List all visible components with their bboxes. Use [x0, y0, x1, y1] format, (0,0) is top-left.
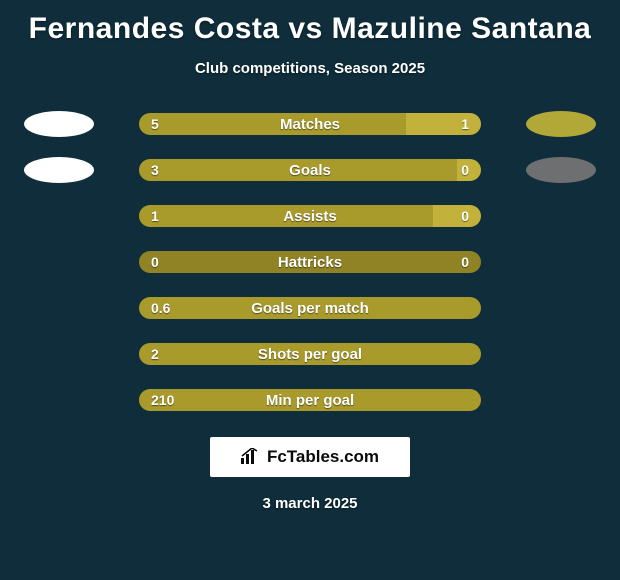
- card: Fernandes Costa vs Mazuline Santana Club…: [0, 0, 620, 580]
- team-badge-left: [24, 157, 94, 183]
- stat-bar-left: [139, 159, 457, 181]
- subtitle: Club competitions, Season 2025: [195, 60, 425, 77]
- page-title: Fernandes Costa vs Mazuline Santana: [29, 12, 592, 46]
- stat-row: Hattricks00: [0, 251, 620, 273]
- team-badge-right: [526, 111, 596, 137]
- stat-bar: Goals per match0.6: [139, 297, 481, 319]
- stat-row: Goals per match0.6: [0, 297, 620, 319]
- stat-bar: Goals30: [139, 159, 481, 181]
- stat-bar: Hattricks00: [139, 251, 481, 273]
- stat-bar-left: [139, 297, 481, 319]
- stat-bar: Assists10: [139, 205, 481, 227]
- team-badge-left: [24, 111, 94, 137]
- date-text: 3 march 2025: [262, 495, 357, 512]
- stat-bar: Shots per goal2: [139, 343, 481, 365]
- brand-text: FcTables.com: [267, 447, 379, 467]
- stat-bar-right: [457, 159, 481, 181]
- stat-bar-left: [139, 205, 433, 227]
- stat-bar-right: [406, 113, 481, 135]
- team-badge-right: [526, 157, 596, 183]
- stat-row: Min per goal210: [0, 389, 620, 411]
- stat-bar-right: [433, 205, 481, 227]
- stat-bar-left: [139, 389, 481, 411]
- stat-row: Matches51: [0, 113, 620, 135]
- stat-bar: Min per goal210: [139, 389, 481, 411]
- stat-bar-right: [310, 251, 481, 273]
- brand-badge: FcTables.com: [210, 437, 410, 477]
- stat-row: Shots per goal2: [0, 343, 620, 365]
- stat-rows: Matches51 Goals30 Assists10 Hattricks00 Goal…: [0, 113, 620, 411]
- stat-bar-left: [139, 251, 310, 273]
- stat-row: Assists10: [0, 205, 620, 227]
- stat-bar: Matches51: [139, 113, 481, 135]
- brand-chart-icon: [241, 448, 261, 466]
- stat-row: Goals30: [0, 159, 620, 181]
- stat-bar-left: [139, 113, 406, 135]
- stat-bar-left: [139, 343, 481, 365]
